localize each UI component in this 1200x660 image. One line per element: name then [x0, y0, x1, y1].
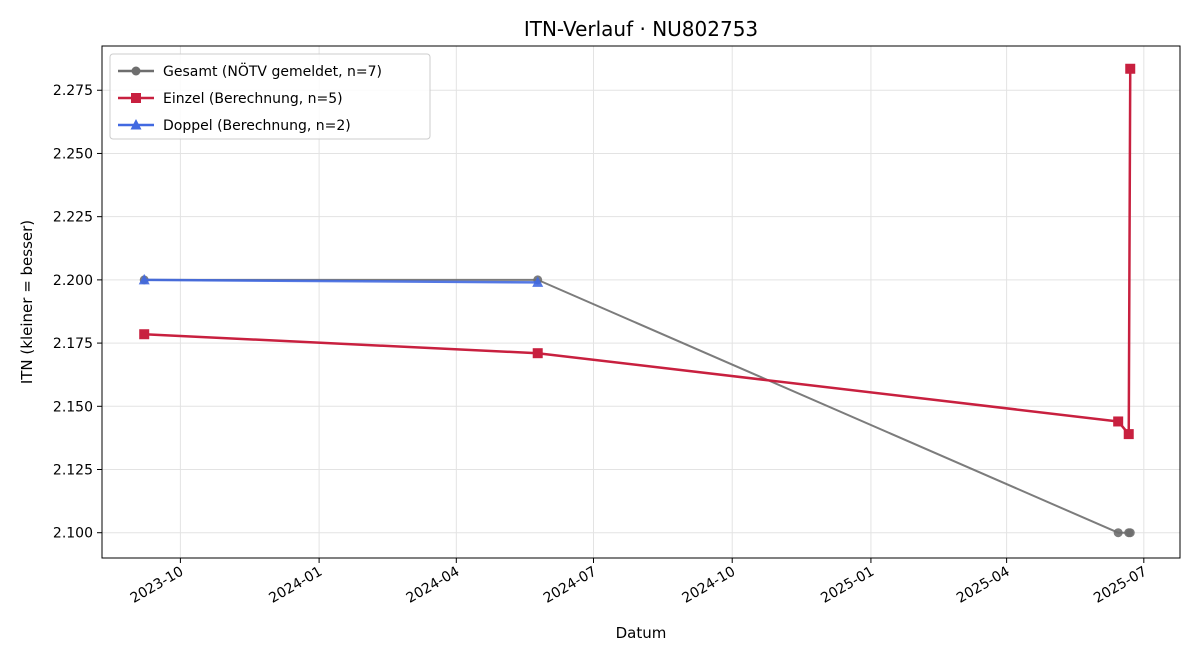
y-tick-label: 2.150	[53, 399, 93, 415]
y-tick-label: 2.175	[53, 336, 93, 352]
chart-title: ITN-Verlauf · NU802753	[524, 17, 758, 41]
data-point	[532, 348, 543, 359]
data-point	[532, 276, 544, 287]
data-point	[1123, 429, 1134, 440]
legend-item: Doppel (Berechnung, n=2)	[118, 118, 351, 134]
series-2	[138, 273, 544, 287]
data-point	[1113, 528, 1123, 538]
data-point	[139, 329, 150, 340]
series-layer	[138, 63, 1136, 538]
y-tick-label: 2.275	[53, 83, 93, 99]
y-tick-label: 2.250	[53, 146, 93, 162]
legend-item: Gesamt (NÖTV gemeldet, n=7)	[118, 62, 382, 80]
y-tick-label: 2.125	[53, 463, 93, 479]
data-point	[1125, 528, 1135, 538]
legend-item: Einzel (Berechnung, n=5)	[118, 91, 343, 107]
legend-box	[109, 53, 431, 140]
x-axis-title: Datum	[616, 624, 667, 642]
y-tick-label: 2.100	[53, 526, 93, 542]
legend: Gesamt (NÖTV gemeldet, n=7) Einzel (Berec…	[109, 53, 431, 140]
series-1	[139, 63, 1136, 440]
legend-marker	[131, 66, 141, 76]
y-tick-label: 2.225	[53, 210, 93, 226]
legend-label: Einzel (Berechnung, n=5)	[163, 91, 343, 107]
data-point	[1113, 416, 1124, 427]
data-point	[138, 273, 150, 285]
y-tick-label: 2.200	[53, 273, 93, 289]
plot-frame	[101, 45, 1181, 559]
legend-marker	[131, 93, 141, 103]
y-axis-title: ITN (kleiner = besser)	[18, 220, 36, 384]
legend-label: Doppel (Berechnung, n=2)	[163, 118, 351, 134]
legend-marker	[130, 119, 142, 130]
series-line	[144, 278, 538, 284]
legend-label: Gesamt (NÖTV gemeldet, n=7)	[163, 62, 382, 80]
data-point	[1125, 63, 1136, 74]
